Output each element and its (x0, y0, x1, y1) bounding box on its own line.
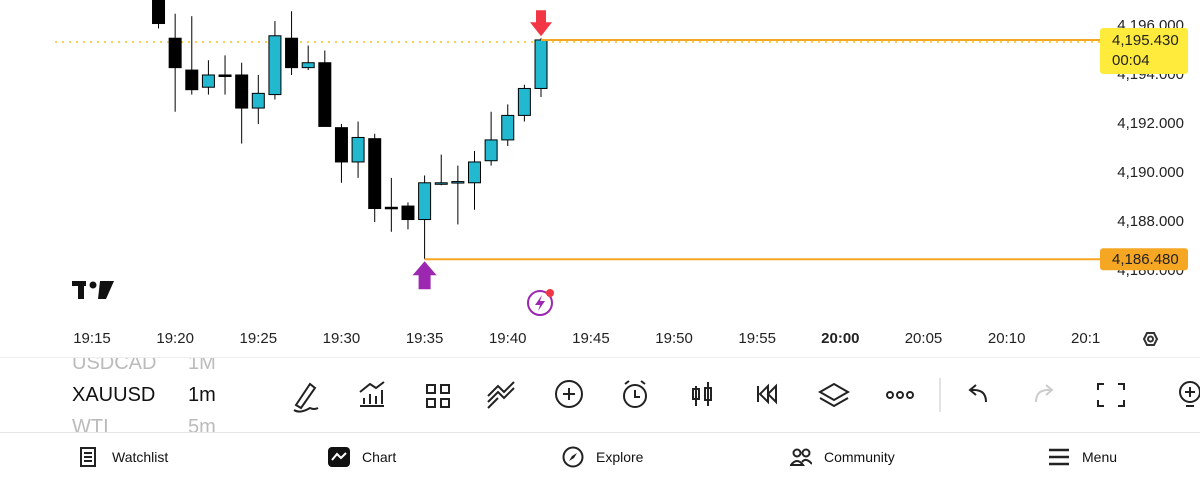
nav-icon (562, 446, 584, 468)
candle-body (384, 206, 398, 210)
symbol-interval: 1m (188, 384, 216, 406)
symbol-interval: 5m (188, 416, 216, 432)
redo-tool[interactable] (1035, 384, 1054, 403)
nav-icon (1049, 448, 1069, 466)
nav-label: Watchlist (112, 449, 169, 465)
ideas-tool[interactable] (1179, 381, 1200, 407)
symbol-symbol: WTI (72, 416, 109, 432)
nav-item[interactable]: Explore (562, 446, 643, 468)
nav-label: Explore (596, 449, 644, 465)
candle-body (434, 182, 448, 185)
candle-body (185, 69, 199, 91)
nav-item[interactable]: Watchlist (78, 446, 168, 468)
lightning-icon[interactable] (527, 289, 554, 316)
draw-tool[interactable] (293, 382, 319, 413)
candle-body (418, 182, 432, 221)
candle-body (268, 35, 282, 96)
layers-tool[interactable] (817, 382, 851, 408)
tradingview-logo (72, 281, 114, 299)
x-tick-label: 19:35 (406, 330, 444, 347)
nav-item[interactable]: Community (790, 446, 895, 468)
symbol-list[interactable]: USDCAD 1M XAUUSD 1m WTI 5m (0, 358, 260, 432)
chart: 4,186.0004,188.0004,190.0004,192.0004,19… (0, 0, 1200, 358)
add-tool[interactable] (555, 380, 583, 408)
candle-body (484, 139, 498, 162)
x-tick-label: 20:05 (905, 330, 943, 347)
symbol-symbol: USDCAD (72, 358, 157, 374)
low-price-box (1100, 248, 1188, 271)
x-tick-label: 19:45 (572, 330, 610, 347)
symbol-row[interactable]: WTI 5m (72, 416, 232, 432)
x-tick-label: 19:15 (73, 330, 111, 347)
symbol-row[interactable]: XAUUSD 1m (72, 384, 232, 407)
candle-body (218, 74, 232, 77)
axis-cover (1100, 326, 1130, 354)
candle-body (168, 37, 182, 69)
x-tick-label: 19:55 (738, 330, 776, 347)
last-price-box (1100, 27, 1188, 74)
nav-label: Community (824, 449, 895, 465)
nav-label: Chart (362, 449, 397, 465)
candle-body (251, 92, 265, 109)
candle-body (534, 39, 548, 89)
nav-label: Menu (1082, 449, 1118, 465)
settings-icon[interactable] (1142, 332, 1159, 346)
compare-tool[interactable] (487, 381, 515, 409)
y-tick-label: 4,190.000 (1117, 164, 1184, 181)
candle-body (318, 62, 332, 127)
candle-body (517, 87, 531, 116)
nav-icon (790, 448, 812, 466)
bottom-nav: Watchlist Chart Explore Community Menu (0, 432, 1200, 480)
candle-body (201, 74, 215, 88)
low-arrow (412, 261, 437, 290)
fullscreen-tool[interactable] (1097, 383, 1125, 407)
layouts-tool[interactable] (426, 384, 450, 408)
candle-body (368, 138, 382, 210)
x-tick-label: 20:10 (988, 330, 1026, 347)
nav-item[interactable]: Chart (328, 446, 396, 468)
x-tick-label: 19:20 (156, 330, 194, 347)
y-tick-label: 4,188.000 (1117, 213, 1184, 230)
candle-body (235, 74, 249, 109)
last-price-label: 4,195.430 (1112, 32, 1179, 49)
undo-tool[interactable] (968, 384, 987, 403)
candle-body (501, 114, 515, 141)
candle-body (401, 205, 415, 221)
x-tick-label: 20:00 (821, 330, 859, 347)
candle-type-tool[interactable] (692, 382, 712, 406)
high-arrow (530, 10, 553, 37)
toolbar (293, 378, 1200, 413)
y-tick-label: 4,192.000 (1117, 115, 1184, 132)
candle-body (467, 161, 481, 184)
symbol-row[interactable]: USDCAD 1M (72, 358, 232, 375)
countdown-label: 00:04 (1112, 52, 1150, 69)
x-tick-label: 19:40 (489, 330, 527, 347)
x-tick-label: 20:15 (1071, 330, 1109, 347)
replay-tool[interactable] (757, 383, 777, 405)
more-tool[interactable] (886, 391, 914, 399)
nav-icon (80, 447, 96, 467)
low-price-label: 4,186.480 (1112, 251, 1179, 268)
candle-body (301, 62, 315, 69)
candle-body (351, 136, 365, 163)
symbol-interval: 1M (188, 358, 216, 374)
alert-tool[interactable] (623, 380, 647, 408)
nav-icon (328, 447, 350, 467)
candle-body (152, 0, 166, 25)
nav-item[interactable]: Menu (1048, 446, 1117, 468)
candle-body (334, 127, 348, 163)
indicators-tool[interactable] (359, 381, 385, 407)
candle-body (451, 181, 465, 184)
x-tick-label: 19:50 (655, 330, 693, 347)
x-tick-label: 19:30 (323, 330, 361, 347)
candle-body (285, 37, 299, 69)
x-tick-label: 19:25 (240, 330, 278, 347)
symbol-symbol: XAUUSD (72, 384, 156, 406)
